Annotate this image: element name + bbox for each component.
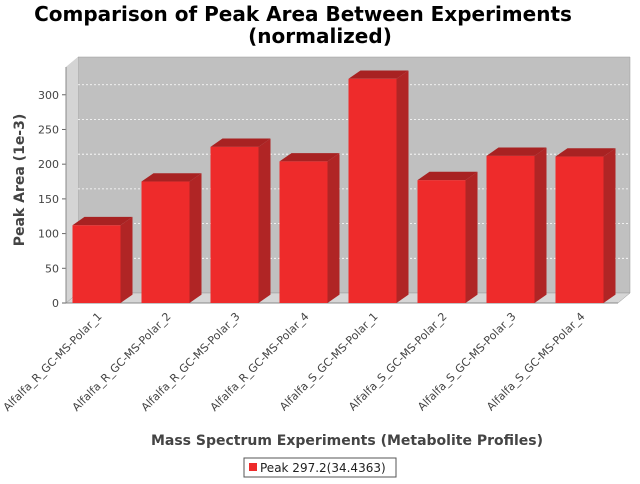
bar-side [465, 171, 478, 303]
legend: Peak 297.2(34.4363) [243, 457, 397, 478]
bar-side [120, 216, 133, 303]
bar-top [141, 173, 202, 182]
y-tick-label: 250 [38, 123, 59, 136]
bar-side [396, 70, 409, 303]
bar-side [258, 138, 271, 303]
y-tick-label: 50 [45, 262, 59, 275]
x-axis-label: Mass Spectrum Experiments (Metabolite Pr… [151, 433, 543, 449]
legend-label: Peak 297.2(34.4363) [260, 461, 386, 475]
bar-top [210, 138, 271, 147]
bar [141, 181, 190, 303]
bar-side [189, 173, 202, 303]
bar [348, 78, 397, 303]
y-tick-label: 200 [38, 158, 59, 171]
bar [210, 146, 259, 303]
bar-top [348, 70, 409, 79]
bar [555, 156, 604, 303]
y-tick-label: 150 [38, 193, 59, 206]
bar-side [327, 153, 340, 303]
bar [486, 155, 535, 303]
bar-side [534, 147, 547, 303]
bar [417, 180, 466, 303]
plot-area: 050100150200250300Alfalfa_R_GC-MS-Polar_… [1, 56, 631, 414]
y-tick-label: 0 [52, 297, 59, 310]
bar-top [417, 171, 478, 181]
y-tick-label: 100 [38, 228, 59, 241]
legend-box [243, 457, 397, 478]
bar-top [279, 153, 340, 162]
bar-top [555, 148, 616, 157]
bar-top [486, 147, 547, 156]
y-axis-label: Peak Area (1e-3) [12, 114, 28, 247]
y-tick-label: 300 [38, 89, 59, 102]
chart-subtitle: (normalized) [248, 24, 392, 48]
bar [279, 161, 328, 303]
bar [72, 225, 121, 303]
chart-title: Comparison of Peak Area Between Experime… [34, 2, 572, 26]
bar-side [603, 148, 616, 303]
legend-swatch [249, 463, 257, 471]
bar-top [72, 216, 133, 226]
